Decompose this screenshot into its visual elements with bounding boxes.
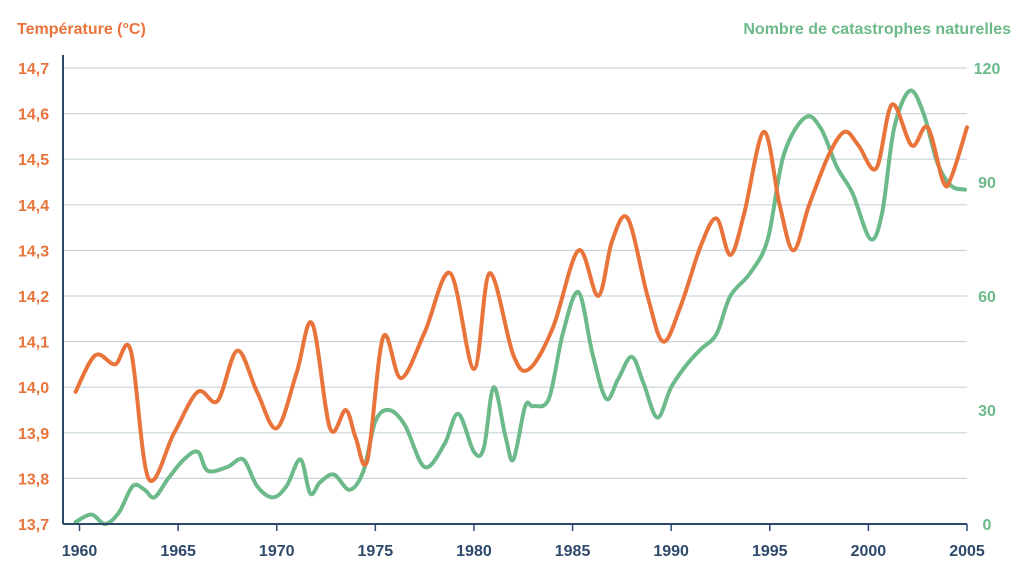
disasters-line [73, 88, 967, 526]
left-tick-label: 14,0 [18, 380, 49, 397]
x-tick-label: 2005 [949, 543, 985, 560]
left-tick-label: 14,1 [18, 335, 49, 352]
x-tick-label: 1975 [358, 543, 394, 560]
right-tick-label: 30 [978, 403, 996, 420]
left-tick-label: 13,8 [18, 471, 49, 488]
left-tick-label: 14,2 [18, 289, 49, 306]
x-tick-label: 1970 [259, 543, 295, 560]
tick-labels: 13,7 13,8 13,9 14,0 14,1 14,2 14,3 14,4 14,5 14,6… [18, 61, 1000, 560]
series-group [73, 88, 969, 526]
temperature-line [73, 102, 969, 483]
x-tick-label: 1990 [653, 543, 689, 560]
x-tick-label: 2000 [851, 543, 887, 560]
x-tick-label: 1960 [62, 543, 98, 560]
x-tick-label: 1985 [555, 543, 591, 560]
left-axis-title: Température (°C) [17, 21, 146, 38]
left-tick-label: 13,9 [18, 426, 49, 443]
right-tick-label: 60 [978, 289, 996, 306]
x-tick-label: 1980 [456, 543, 492, 560]
left-tick-label: 13,7 [18, 517, 49, 534]
left-tick-label: 14,6 [18, 107, 49, 124]
axes [62, 55, 967, 525]
right-tick-label: 90 [978, 175, 996, 192]
x-tick-label: 1995 [752, 543, 788, 560]
right-tick-label: 120 [974, 61, 1001, 78]
left-tick-label: 14,4 [18, 198, 49, 215]
x-tick-label: 1965 [160, 543, 196, 560]
gridlines [63, 67, 967, 479]
left-tick-label: 14,3 [18, 243, 49, 260]
left-tick-label: 14,7 [18, 61, 49, 78]
right-tick-label: 0 [983, 517, 992, 534]
left-tick-label: 14,5 [18, 152, 49, 169]
right-axis-title: Nombre de catastrophes naturelles [743, 21, 1011, 38]
